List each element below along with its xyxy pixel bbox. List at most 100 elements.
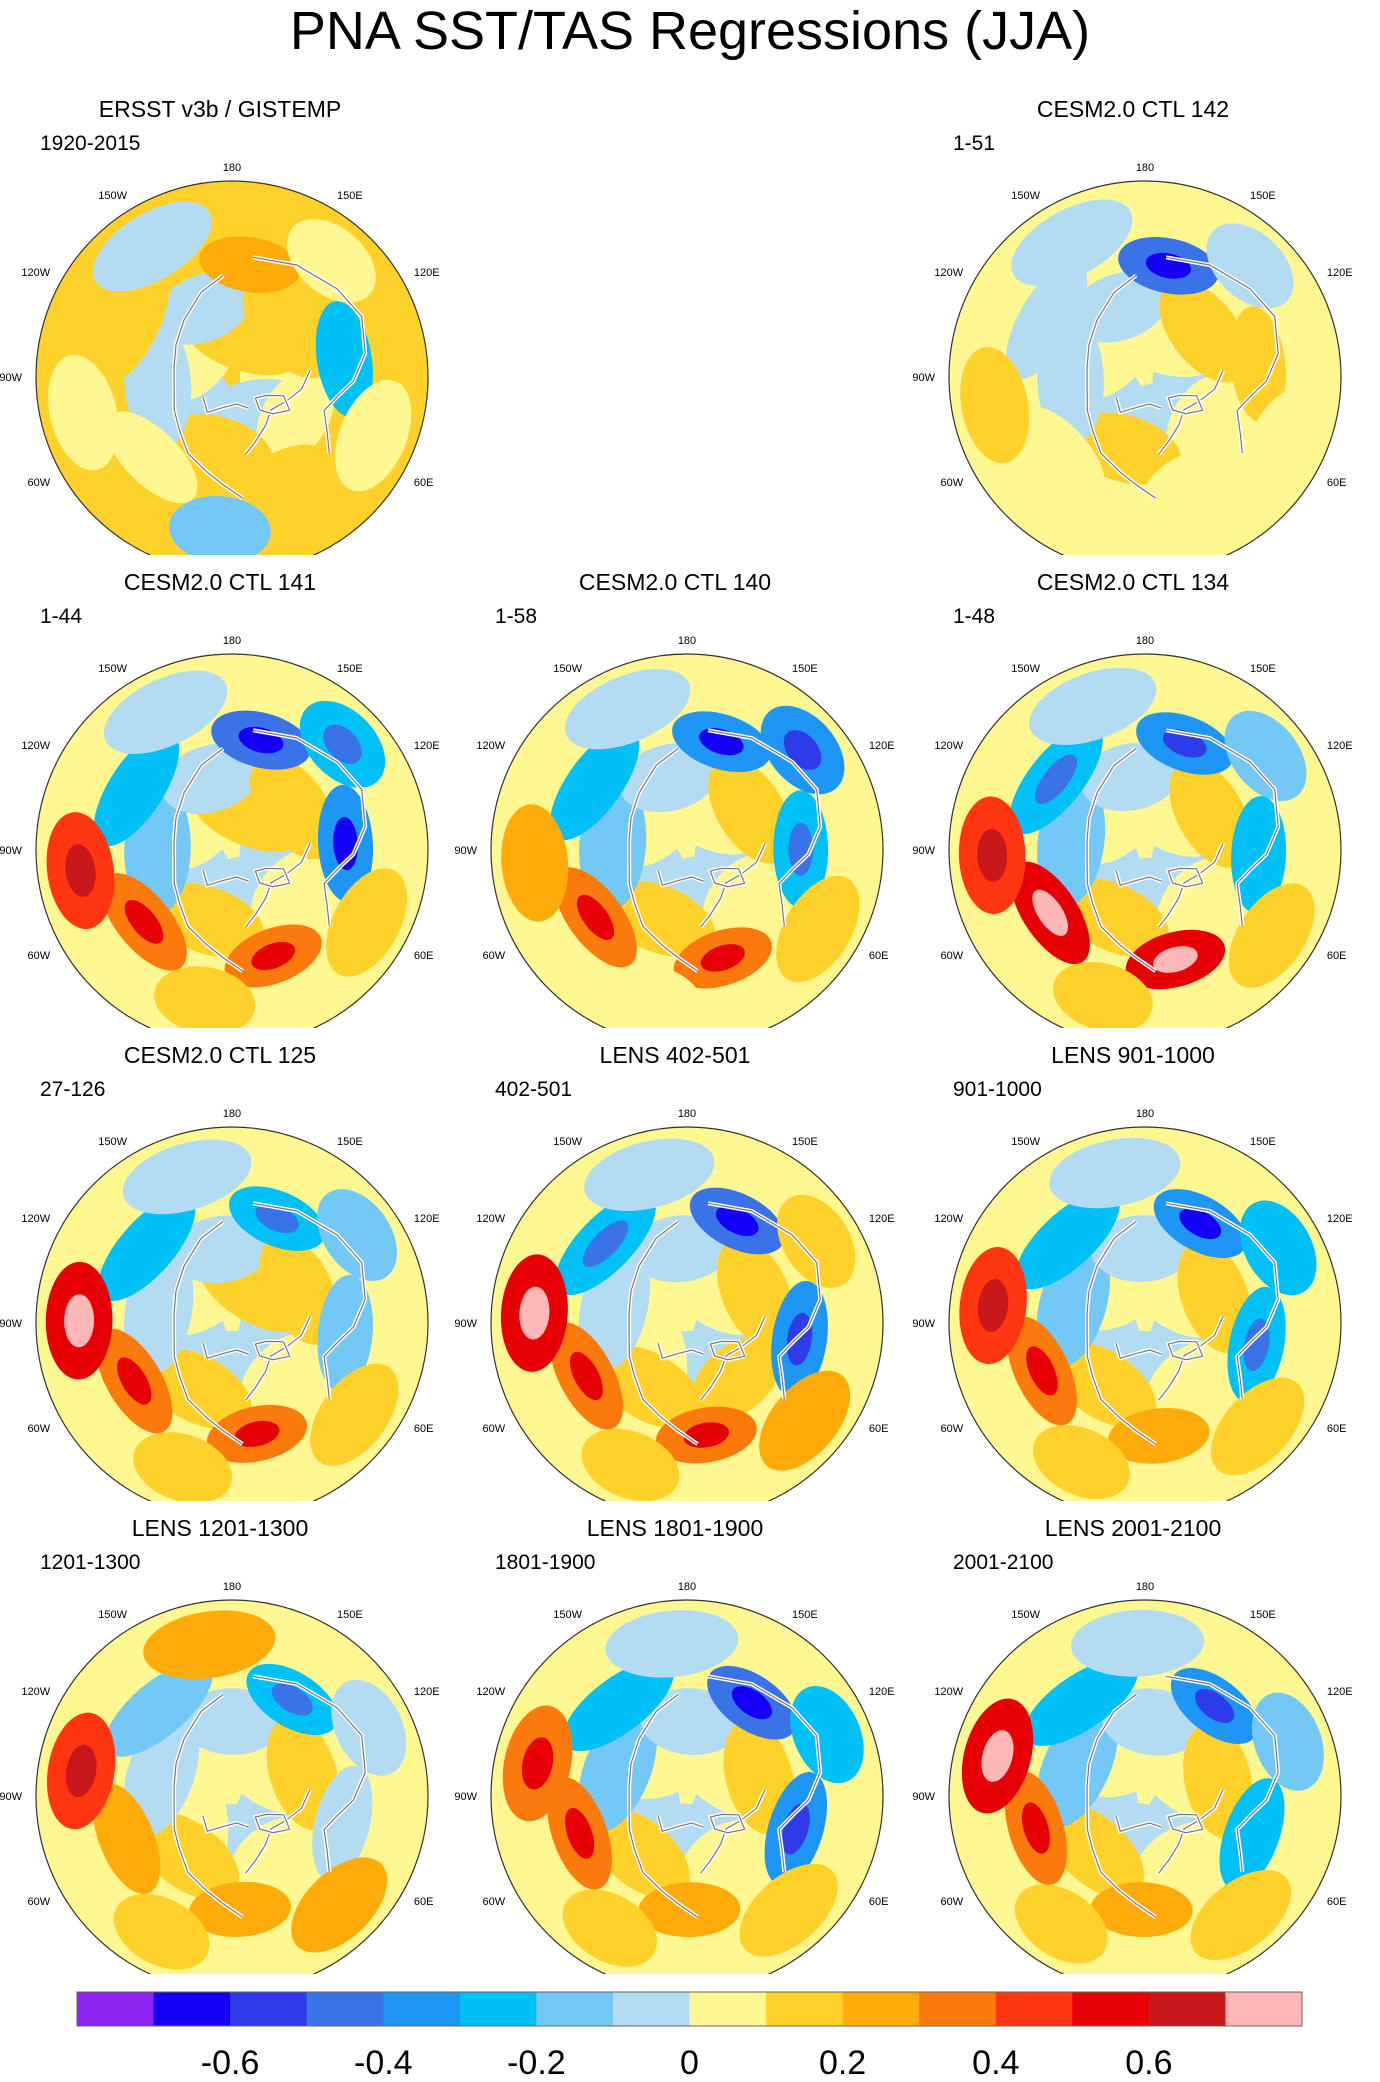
longitude-label: 150W [1011, 1609, 1040, 1621]
field-cell [1251, 1692, 1324, 1791]
coastline [657, 1343, 704, 1360]
longitude-label: 120E [414, 1686, 440, 1698]
field-cell [136, 1811, 240, 1900]
field-cell [786, 1312, 813, 1366]
field-cell [519, 1286, 550, 1340]
coastline [254, 1813, 291, 1834]
coastline [252, 1202, 366, 1400]
panel: CESM2.0 CTL 140180150E120E90E60E30E030W6… [455, 568, 895, 1028]
longitude-label: 120E [1327, 1213, 1353, 1225]
map-border [35, 1599, 429, 1974]
longitude-label: 90W [455, 845, 478, 857]
map-border [35, 1126, 429, 1501]
polar-map: 180150E120E90E60E30E030W60W90W120W150W [0, 635, 440, 1028]
field-cell [315, 301, 373, 418]
field-cell [1080, 742, 1182, 812]
field-cell [501, 804, 569, 922]
field-cell [154, 271, 253, 345]
longitude-label: 150W [553, 1609, 582, 1621]
longitude-label: 90W [0, 845, 23, 857]
longitude-label: 30W [559, 1973, 582, 1974]
field-cell [92, 201, 212, 292]
coastline [202, 1343, 249, 1360]
coastline [245, 1315, 311, 1401]
field-cell [1219, 1778, 1285, 1891]
chart-title: PNA SST/TAS Regressions (JJA) [289, 1, 1091, 61]
field-cell [549, 727, 640, 841]
field-cell [716, 1237, 794, 1350]
field-cell [93, 730, 180, 847]
field-cell [104, 1661, 213, 1757]
longitude-label: 60E [414, 950, 434, 962]
longitude-label: 120E [414, 267, 440, 279]
field-cell [702, 853, 786, 943]
field-cell [960, 346, 1030, 464]
field-cell [117, 1357, 152, 1405]
longitude-label: 120E [414, 740, 440, 752]
panel-period: 2001-2100 [953, 1551, 1054, 1574]
coastline [1165, 256, 1279, 454]
field-cell [154, 966, 256, 1028]
field-cell [1070, 1609, 1205, 1677]
colorbar-swatch [77, 1992, 155, 2026]
coastline [1165, 1202, 1279, 1400]
field-cell [1190, 1870, 1292, 1961]
longitude-label: 120E [1327, 267, 1353, 279]
field-cell [48, 354, 119, 471]
field-cell [335, 379, 412, 492]
field-cell [581, 1428, 680, 1501]
longitude-label: 60E [869, 1896, 889, 1908]
field-cell [602, 964, 703, 1028]
panel-period: 1201-1300 [40, 1551, 141, 1574]
longitude-label: 120W [21, 1213, 50, 1225]
field-cell [680, 1819, 774, 1898]
field-cell [977, 828, 1008, 882]
longitude-label: 60W [940, 1423, 963, 1435]
coastline [245, 1788, 311, 1874]
longitude-label: 60W [482, 950, 505, 962]
colorbar-swatch [689, 1992, 767, 2026]
map-border [35, 653, 429, 1028]
longitude-label: 30W [104, 1500, 127, 1501]
longitude-label: 150E [337, 1609, 363, 1621]
longitude-label: 30W [1017, 1973, 1040, 1974]
longitude-label: 150E [1250, 1609, 1276, 1621]
panel-period: 402-501 [495, 1078, 573, 1101]
field-cell [1243, 387, 1323, 498]
longitude-label: 30E [792, 1973, 812, 1974]
field-cell [521, 1737, 554, 1790]
field-cell [1034, 754, 1078, 804]
field-cell [229, 1816, 322, 1897]
field-cell [1146, 1340, 1237, 1423]
longitude-label: 120W [476, 1213, 505, 1225]
panel: LENS 901-1000180150E120E90E60E30E030W60W… [913, 1041, 1353, 1501]
longitude-label: 120E [1327, 1686, 1353, 1698]
field-cell [1239, 1200, 1317, 1296]
field-cell [759, 1370, 851, 1471]
longitude-label: 120W [21, 740, 50, 752]
field-cell [783, 730, 822, 770]
polar-map: 180150E120E90E60E30E030W60W90W120W150W [455, 1108, 895, 1501]
field-cell [1074, 494, 1177, 555]
longitude-label: 180 [678, 1108, 696, 1120]
panel: LENS 1801-1900180150E120E90E60E30E030W60… [455, 1514, 895, 1974]
longitude-label: 30W [1017, 1500, 1040, 1501]
coastline [1158, 1788, 1224, 1874]
field-cell [1228, 883, 1315, 988]
longitude-label: 120E [869, 1686, 895, 1698]
longitude-label: 60W [940, 950, 963, 962]
coastline [254, 867, 291, 888]
field-cell [1029, 667, 1157, 746]
field-cell [565, 1808, 595, 1859]
field-cell [143, 1610, 276, 1680]
coastline [1167, 1340, 1204, 1361]
longitude-label: 150E [1250, 663, 1276, 675]
coastline [707, 1202, 821, 1400]
coastline [700, 1788, 766, 1874]
field-cell [286, 219, 376, 303]
longitude-label: 30E [337, 1500, 357, 1501]
coastline [709, 867, 746, 888]
longitude-label: 120W [934, 1213, 963, 1225]
field-cell [562, 1889, 657, 1967]
field-cell [168, 495, 271, 555]
